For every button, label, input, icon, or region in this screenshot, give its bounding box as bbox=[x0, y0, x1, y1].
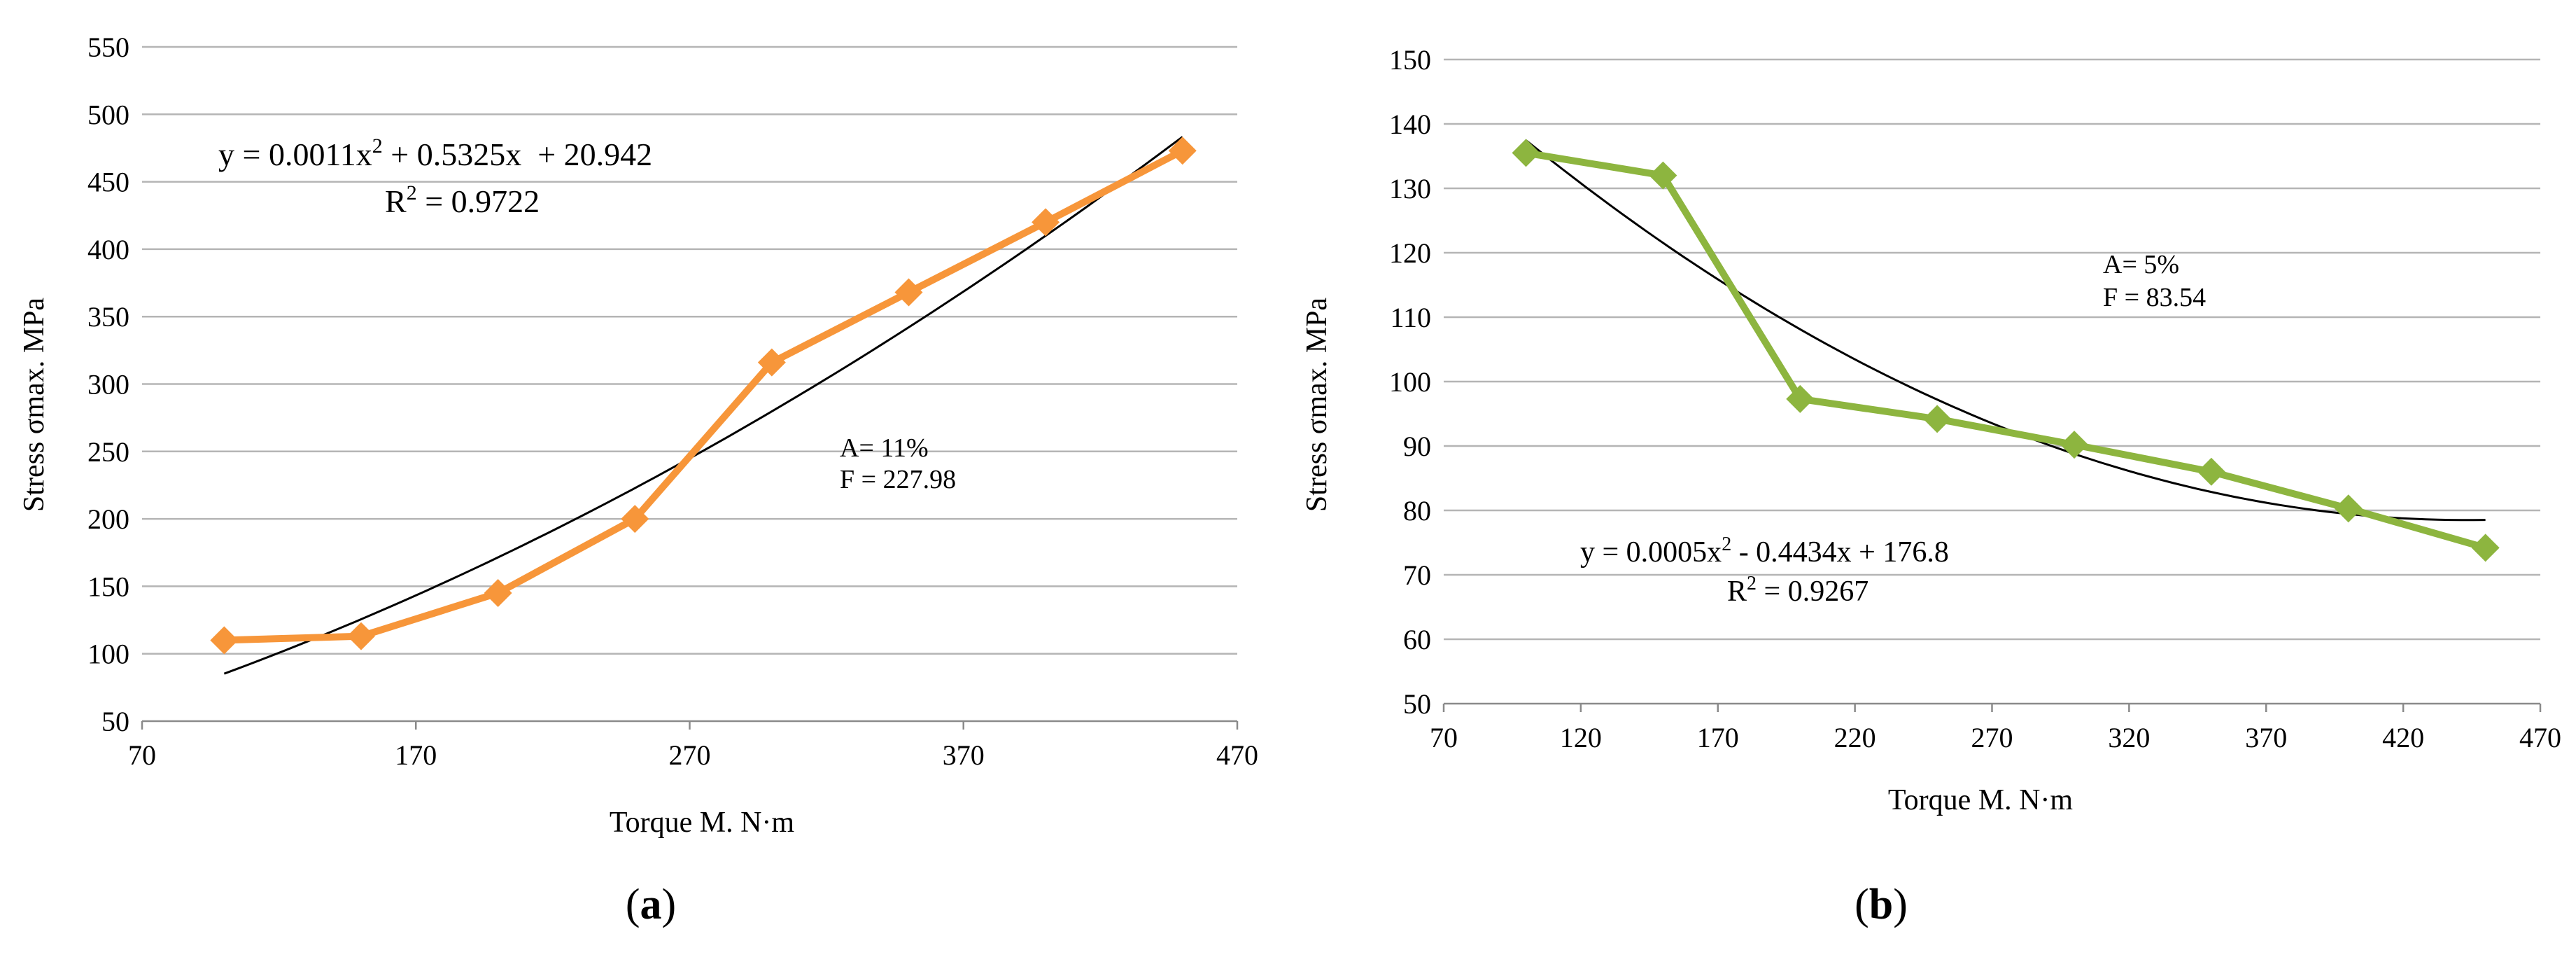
chart-a-xtick-label: 70 bbox=[128, 739, 156, 771]
chart-a-yticks: 50 100 150 200 250 300 350 400 450 500 550 bbox=[87, 32, 129, 737]
chart-b-ytick-label: 130 bbox=[1389, 173, 1431, 204]
chart-a-r-squared: R2 = 0.9722 bbox=[385, 181, 540, 219]
chart-a-xticks: 70 170 270 370 470 bbox=[128, 721, 1258, 771]
chart-a-data-point bbox=[484, 579, 512, 608]
chart-a-xtick-label: 270 bbox=[669, 739, 711, 771]
chart-a-data-point bbox=[347, 622, 375, 650]
chart-b-xtick-label: 120 bbox=[1560, 722, 1602, 753]
chart-a-ytick-label: 550 bbox=[87, 32, 129, 63]
chart-b-data-point bbox=[1649, 161, 1677, 190]
chart-b-xtick-label: 320 bbox=[2108, 722, 2150, 753]
chart-a-data-point bbox=[757, 348, 786, 377]
chart-b-yticks: 50 60 70 80 90 100 110 120 130 140 150 bbox=[1389, 44, 1431, 720]
chart-b-ytick-label: 150 bbox=[1389, 44, 1431, 76]
chart-a-ytick-label: 100 bbox=[87, 639, 129, 670]
chart-b-panel-label: (b) bbox=[1854, 881, 1908, 928]
chart-b-xtick-label: 370 bbox=[2245, 722, 2287, 753]
chart-b-markers bbox=[1512, 139, 2500, 562]
chart-a-ytick-label: 300 bbox=[87, 369, 129, 400]
chart-b: 50 60 70 80 90 100 110 120 130 140 150 70 120 170 220… bbox=[1301, 44, 2561, 928]
chart-b-annotation-a: A= 5% bbox=[2103, 250, 2179, 279]
chart-a-ytick-label: 200 bbox=[87, 503, 129, 535]
chart-b-xtick-label: 170 bbox=[1697, 722, 1739, 753]
chart-a-xtick-label: 170 bbox=[395, 739, 437, 771]
chart-a-data-point bbox=[621, 505, 649, 534]
chart-b-grid bbox=[1444, 58, 2540, 705]
chart-b-data-point bbox=[1786, 384, 1815, 413]
chart-b-ytick-label: 120 bbox=[1389, 237, 1431, 269]
chart-a-data-point bbox=[210, 626, 239, 655]
chart-b-annotation-f: F = 83.54 bbox=[2103, 283, 2206, 312]
chart-b-xlabel: Torque M. N·m bbox=[1888, 784, 2074, 816]
chart-b-ytick-label: 80 bbox=[1403, 495, 1431, 527]
chart-a-ytick-label: 400 bbox=[87, 234, 129, 265]
chart-a-xtick-label: 370 bbox=[943, 739, 985, 771]
chart-b-ytick-label: 110 bbox=[1390, 302, 1431, 333]
chart-a-ytick-label: 500 bbox=[87, 99, 129, 130]
chart-b-ytick-label: 50 bbox=[1403, 688, 1431, 720]
chart-b-data-point bbox=[1923, 405, 1952, 433]
chart-a-xlabel: Torque M. N·m bbox=[610, 807, 795, 839]
chart-b-xtick-label: 420 bbox=[2382, 722, 2424, 753]
chart-b-xtick-label: 220 bbox=[1834, 722, 1876, 753]
chart-b-r-squared: R2 = 0.9267 bbox=[1727, 573, 1868, 608]
chart-b-ytick-label: 140 bbox=[1389, 109, 1431, 140]
chart-a-panel-label: (a) bbox=[626, 881, 676, 928]
chart-a-data-point bbox=[1168, 137, 1197, 165]
chart-b-xtick-label: 270 bbox=[1971, 722, 2013, 753]
chart-a-trendline bbox=[223, 136, 1183, 675]
chart-a-ytick-label: 50 bbox=[101, 706, 129, 737]
chart-a-annotation-f: F = 227.98 bbox=[840, 465, 956, 494]
chart-a-equation: y = 0.0011x2 + 0.5325x + 20.942 bbox=[218, 134, 652, 172]
chart-a-annotation-a: A= 11% bbox=[840, 433, 929, 463]
chart-b-data-point bbox=[2334, 494, 2363, 523]
chart-b-ytick-label: 60 bbox=[1403, 624, 1431, 655]
chart-a-ytick-label: 450 bbox=[87, 167, 129, 198]
chart-b-data-point bbox=[1512, 139, 1540, 167]
chart-a-series-line bbox=[224, 147, 1185, 644]
chart-b-ylabel: Stress σmax. MPa bbox=[1301, 298, 1333, 512]
chart-b-data-point bbox=[2197, 457, 2225, 486]
chart-b-xtick-label: 470 bbox=[2519, 722, 2561, 753]
chart-a-ytick-label: 150 bbox=[87, 571, 129, 602]
chart-b-ytick-label: 100 bbox=[1389, 366, 1431, 398]
chart-b-data-point bbox=[2060, 431, 2089, 459]
chart-a-markers bbox=[210, 137, 1197, 655]
chart-a: 50 100 150 200 250 300 350 400 450 500 550 70 170 27… bbox=[18, 32, 1258, 928]
chart-b-data-point bbox=[2471, 534, 2500, 562]
chart-a-ytick-label: 350 bbox=[87, 301, 129, 333]
chart-b-xtick-label: 70 bbox=[1430, 722, 1458, 753]
chart-a-data-point bbox=[1032, 208, 1060, 237]
chart-b-ytick-label: 70 bbox=[1403, 559, 1431, 591]
chart-a-data-point bbox=[894, 278, 923, 307]
chart-b-trendline bbox=[1525, 139, 2486, 522]
chart-b-ytick-label: 90 bbox=[1403, 431, 1431, 462]
chart-b-series-line bbox=[1525, 149, 2486, 552]
chart-a-ylabel: Stress σmax. MPa bbox=[18, 298, 50, 512]
chart-a-xtick-label: 470 bbox=[1216, 739, 1258, 771]
chart-b-xticks: 70 120 170 220 270 320 370 420 470 bbox=[1430, 704, 2561, 753]
chart-a-ytick-label: 250 bbox=[87, 436, 129, 468]
chart-b-equation: y = 0.0005x2 - 0.4434x + 176.8 bbox=[1580, 534, 1949, 569]
